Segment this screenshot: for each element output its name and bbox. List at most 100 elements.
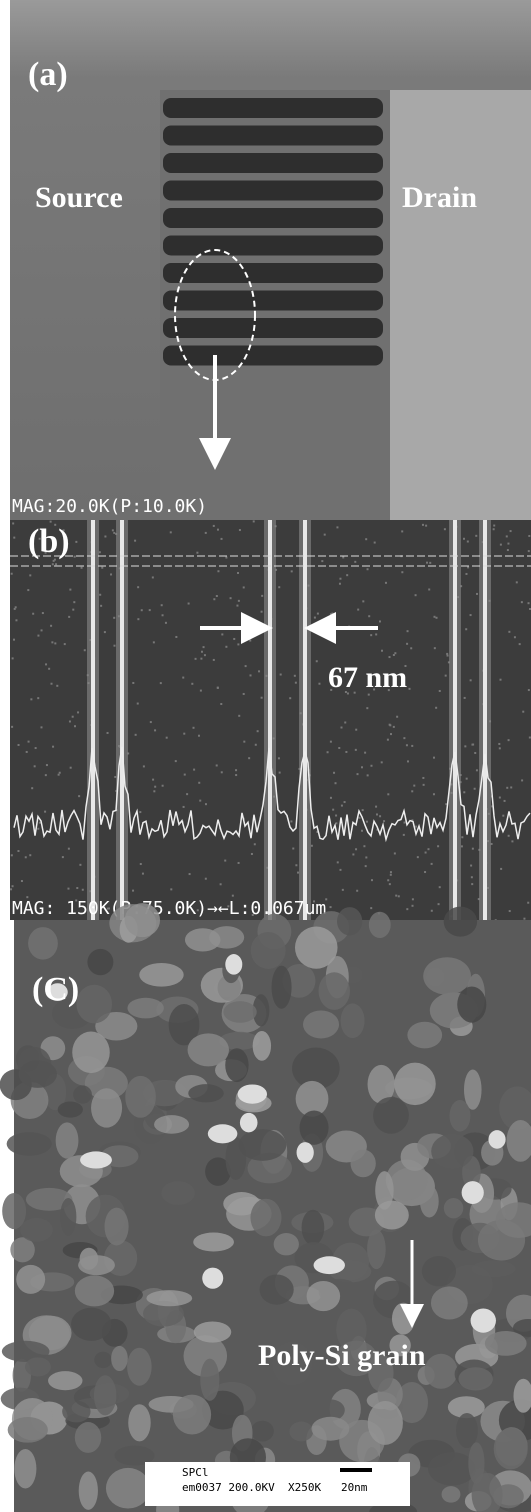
grain — [127, 998, 163, 1019]
noise-dot — [249, 640, 251, 642]
noise-dot — [213, 659, 215, 661]
noise-dot — [523, 918, 525, 920]
grain — [16, 1265, 45, 1294]
noise-dot — [467, 541, 469, 543]
noise-dot — [69, 720, 71, 722]
noise-dot — [248, 757, 250, 759]
noise-dot — [330, 797, 332, 799]
noise-dot — [499, 747, 501, 749]
noise-dot — [381, 761, 383, 763]
noise-dot — [528, 535, 530, 537]
grain — [303, 1010, 339, 1038]
noise-dot — [193, 727, 195, 729]
noise-dot — [467, 566, 469, 568]
fin-edge — [453, 520, 457, 920]
source-label: Source — [35, 181, 123, 214]
noise-dot — [476, 593, 478, 595]
noise-dot — [510, 530, 512, 532]
noise-dot — [433, 757, 435, 759]
noise-dot — [355, 749, 357, 751]
grain — [407, 1022, 442, 1049]
noise-dot — [203, 646, 205, 648]
noise-dot — [278, 586, 280, 588]
noise-dot — [42, 612, 44, 614]
grain — [188, 1084, 223, 1102]
noise-dot — [154, 786, 156, 788]
noise-dot — [17, 850, 19, 852]
noise-dot — [245, 665, 247, 667]
drain-label: Drain — [402, 181, 477, 214]
noise-dot — [198, 735, 200, 737]
grain — [428, 1452, 476, 1485]
noise-dot — [506, 535, 508, 537]
noise-dot — [463, 791, 465, 793]
grain — [341, 1003, 365, 1038]
noise-dot — [230, 597, 232, 599]
noise-dot — [413, 785, 415, 787]
grain — [71, 1308, 111, 1341]
noise-dot — [160, 682, 162, 684]
panel-c: (C) Poly-Si grain SPCl em0037 200.0KV X2… — [0, 903, 531, 1512]
noise-dot — [318, 683, 320, 685]
panel-label: (b) — [28, 523, 70, 560]
noise-dot — [387, 739, 389, 741]
noise-dot — [472, 848, 474, 850]
noise-dot — [67, 888, 69, 890]
noise-dot — [224, 860, 226, 862]
noise-dot — [50, 625, 52, 627]
noise-dot — [73, 601, 75, 603]
noise-dot — [135, 734, 137, 736]
noise-dot — [189, 873, 191, 875]
noise-dot — [68, 848, 70, 850]
noise-dot — [162, 614, 164, 616]
noise-dot — [205, 878, 207, 880]
noise-dot — [143, 765, 145, 767]
noise-dot — [153, 641, 155, 643]
noise-dot — [137, 703, 139, 705]
grain — [456, 1413, 478, 1448]
bright-grain — [238, 1084, 267, 1103]
noise-dot — [29, 574, 31, 576]
noise-dot — [113, 532, 115, 534]
noise-dot — [470, 614, 472, 616]
noise-dot — [436, 617, 438, 619]
noise-dot — [183, 806, 185, 808]
fin — [163, 181, 383, 201]
footer: MAG:20.0K(P:10.0K) — [12, 496, 207, 517]
noise-dot — [84, 649, 86, 651]
grain — [431, 1134, 473, 1169]
noise-dot — [344, 721, 346, 723]
noise-dot — [370, 907, 372, 909]
noise-dot — [261, 611, 263, 613]
noise-dot — [379, 620, 381, 622]
noise-dot — [295, 864, 297, 866]
noise-dot — [433, 793, 435, 795]
noise-dot — [423, 784, 425, 786]
grain — [289, 1422, 313, 1442]
noise-dot — [401, 571, 403, 573]
noise-dot — [70, 767, 72, 769]
noise-dot — [137, 618, 139, 620]
noise-dot — [279, 772, 281, 774]
grain — [87, 949, 113, 975]
noise-dot — [235, 774, 237, 776]
noise-dot — [40, 726, 42, 728]
noise-dot — [474, 788, 476, 790]
noise-dot — [396, 716, 398, 718]
noise-dot — [15, 606, 17, 608]
grain — [311, 1417, 349, 1441]
noise-dot — [493, 528, 495, 530]
noise-dot — [37, 828, 39, 830]
noise-dot — [444, 528, 446, 530]
noise-dot — [37, 697, 39, 699]
noise-dot — [389, 656, 391, 658]
noise-dot — [69, 589, 71, 591]
noise-dot — [170, 888, 172, 890]
noise-dot — [112, 529, 114, 531]
noise-dot — [132, 890, 134, 892]
noise-dot — [445, 675, 447, 677]
noise-dot — [81, 567, 83, 569]
noise-dot — [37, 635, 39, 637]
noise-dot — [403, 737, 405, 739]
noise-dot — [29, 854, 31, 856]
